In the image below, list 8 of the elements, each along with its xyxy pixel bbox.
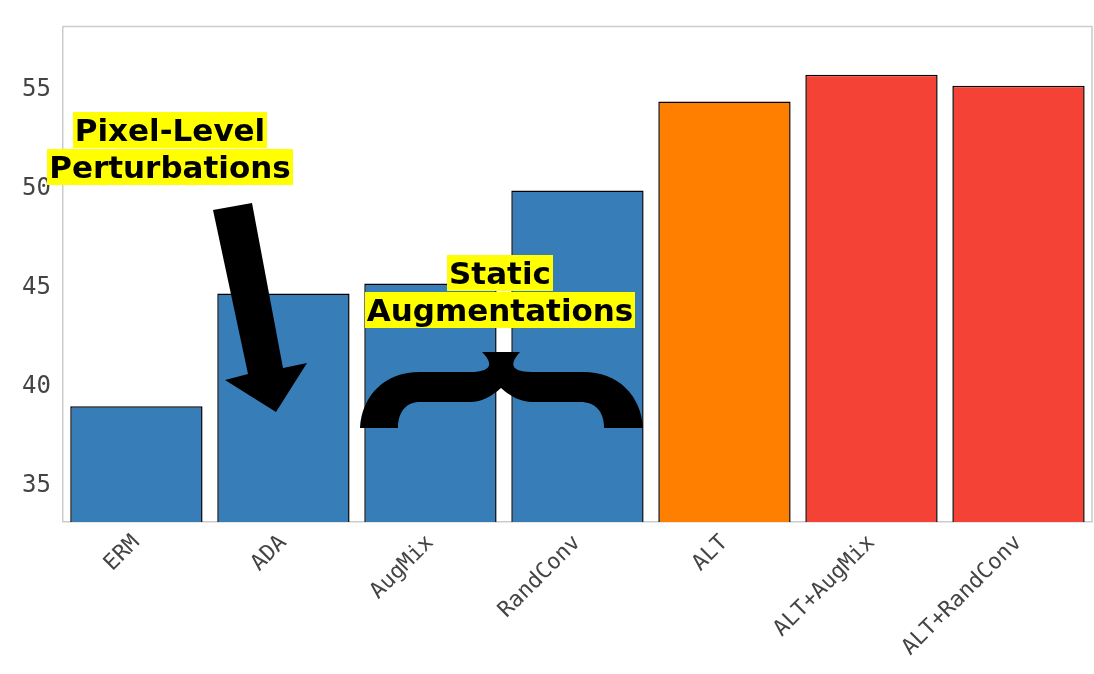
x-tick-label: ERM [98, 529, 144, 575]
x-tick-label: ADA [245, 529, 291, 575]
y-tick-label: 35 [21, 469, 51, 498]
y-tick-label: 55 [21, 73, 51, 102]
annotation: Pixel-Level Perturbations [49, 112, 292, 185]
y-tick-label: 40 [21, 370, 51, 399]
y-tick-label: 45 [21, 271, 51, 300]
annotation: Static Augmentations [365, 255, 635, 328]
